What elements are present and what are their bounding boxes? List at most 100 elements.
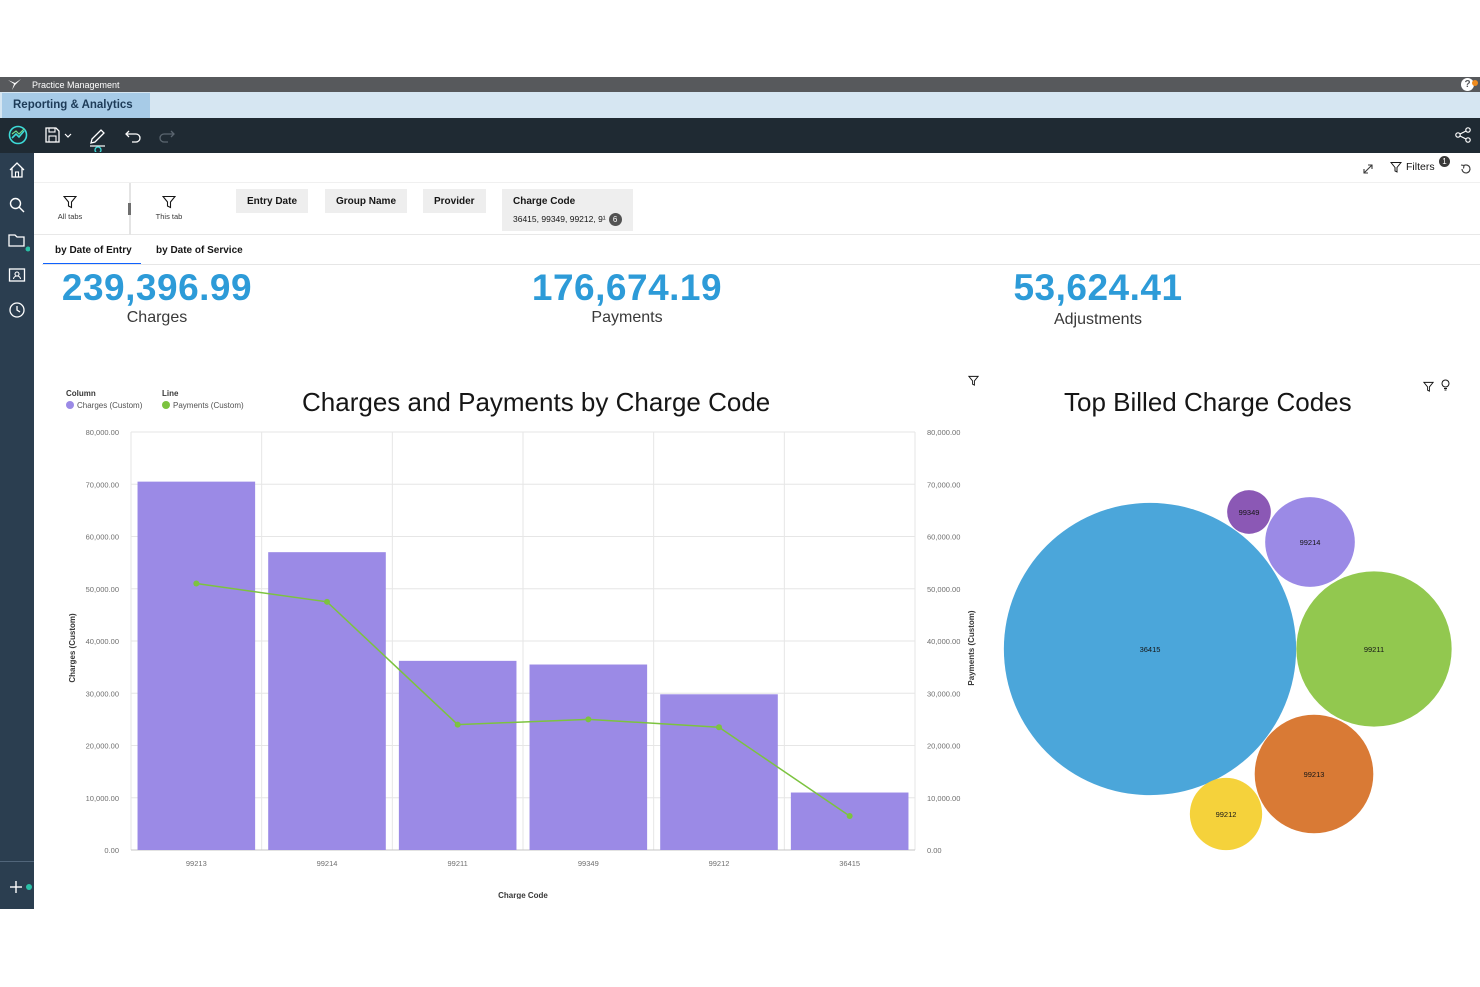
filter-chip-count-badge: 6 — [608, 213, 622, 226]
x-tick-label: 99213 — [186, 859, 207, 868]
team-content-icon[interactable] — [8, 266, 26, 284]
line-point-99213[interactable] — [193, 580, 200, 587]
bar-36415[interactable] — [790, 792, 909, 850]
home-icon[interactable] — [8, 161, 26, 179]
tab-underline — [42, 264, 1480, 265]
filter-chip-provider[interactable]: Provider — [423, 189, 486, 213]
bar-99212[interactable] — [660, 694, 778, 850]
y2-tick-label: 50,000.00 — [927, 585, 960, 594]
redo-icon[interactable] — [158, 126, 176, 146]
y2-tick-label: 20,000.00 — [927, 742, 960, 751]
app-logo-icon — [8, 78, 21, 90]
x-tick-label: 99211 — [448, 859, 468, 868]
app-tab-reporting[interactable]: Reporting & Analytics — [2, 93, 150, 118]
tab-by-date-of-service[interactable]: by Date of Service — [156, 245, 243, 256]
chart-filter-icon[interactable] — [967, 373, 980, 391]
reset-icon[interactable] — [1459, 162, 1473, 181]
y-tick-label: 70,000.00 — [86, 480, 119, 489]
legend-column-label[interactable]: Charges (Custom) — [77, 401, 143, 410]
filter-chip-group-name[interactable]: Group Name — [325, 189, 408, 213]
y-tick-label: 50,000.00 — [86, 585, 119, 594]
bar-99349[interactable] — [529, 664, 648, 850]
bubble-filter-icon[interactable] — [1422, 379, 1435, 397]
kpi-adjustments: 53,624.41 Adjustments — [972, 267, 1224, 329]
recent-clock-icon[interactable] — [8, 301, 26, 319]
bubble-36415[interactable] — [1003, 502, 1297, 796]
bubble-label-99213: 99213 — [1304, 770, 1325, 779]
filter-chip-value-text: 36415, 99349, 99212, 9¹ — [513, 213, 606, 224]
filter-divider-handle[interactable] — [128, 203, 131, 215]
dashboard-canvas: Filters 1 All tabs This tab Entry Date G… — [34, 153, 1480, 909]
line-point-99214[interactable] — [324, 598, 330, 605]
analytics-logo-icon[interactable] — [8, 125, 28, 145]
combo-chart-title: Charges and Payments by Charge Code — [302, 387, 771, 417]
bubble-99211[interactable] — [1296, 571, 1452, 727]
bubble-chart-title: Top Billed Charge Codes — [1064, 387, 1352, 417]
left-nav-rail — [0, 153, 34, 909]
x-tick-label: 99212 — [709, 859, 730, 868]
legend-line-label[interactable]: Payments (Custom) — [173, 401, 244, 410]
kpi-adjustments-value: 53,624.41 — [1013, 267, 1183, 308]
y-tick-label: 30,000.00 — [86, 689, 119, 698]
line-point-99349[interactable] — [585, 716, 592, 723]
y-tick-label: 80,000.00 — [86, 428, 119, 437]
y2-tick-label: 40,000.00 — [927, 637, 960, 646]
kpi-payments-value: 176,674.19 — [531, 267, 723, 308]
payments-line[interactable] — [196, 582, 851, 817]
line-point-99211[interactable] — [454, 721, 461, 728]
save-icon[interactable] — [44, 126, 74, 146]
this-tab-label: This tab — [155, 212, 183, 221]
combo-chart-svg: Column Charges (Custom) Line Payments (C… — [66, 389, 976, 899]
bubble-label-99349: 99349 — [1239, 508, 1260, 517]
edit-pencil-icon[interactable] — [89, 126, 107, 152]
dashboard-header: Filters 1 — [34, 153, 1480, 183]
x-tick-label: 99349 — [578, 859, 599, 868]
insight-bulb-icon[interactable] — [1440, 378, 1451, 396]
line-point-36415[interactable] — [846, 813, 853, 820]
bubble-99213[interactable] — [1254, 714, 1374, 834]
kpi-charges: 239,396.99 Charges — [34, 267, 280, 327]
bar-99214[interactable] — [268, 552, 386, 850]
kpi-payments-label: Payments — [591, 309, 663, 326]
bubble-chart-widget: Top Billed Charge Codes 36415 99211 99213 9… — [994, 369, 1480, 899]
folder-icon[interactable] — [8, 231, 31, 252]
bubble-99214[interactable] — [1265, 497, 1355, 587]
x-tick-label: 99214 — [317, 859, 338, 868]
bar-99211[interactable] — [398, 660, 517, 850]
bubble-label-99211: 99211 — [1364, 645, 1384, 654]
all-tabs-label: All tabs — [57, 212, 83, 221]
kpi-charges-value: 239,396.99 — [61, 267, 253, 308]
bar-99213[interactable] — [137, 481, 256, 850]
y2-axis-label: Payments (Custom) — [967, 610, 976, 685]
y-tick-label: 20,000.00 — [86, 742, 119, 751]
filter-icon — [1390, 162, 1402, 173]
search-icon[interactable] — [8, 196, 26, 214]
y-tick-label: 60,000.00 — [86, 533, 119, 542]
share-icon[interactable] — [1454, 126, 1472, 146]
y-tick-label: 40,000.00 — [86, 637, 119, 646]
undo-icon[interactable] — [124, 126, 142, 146]
line-point-99212[interactable] — [716, 724, 722, 731]
expand-icon[interactable] — [1361, 162, 1375, 181]
bubble-label-99212: 99212 — [1216, 810, 1237, 819]
filter-chip-charge-code[interactable]: Charge Code 36415, 99349, 99212, 9¹ 6 — [502, 189, 633, 231]
filter-chip-label: Charge Code — [513, 196, 576, 207]
title-bar: Practice Management ? — [0, 77, 1480, 92]
new-plus-icon[interactable] — [8, 878, 32, 896]
y-tick-label: 10,000.00 — [86, 794, 119, 803]
this-tab-filter-scope[interactable]: This tab — [139, 195, 199, 221]
all-tabs-filter-scope[interactable]: All tabs — [40, 195, 100, 221]
bubble-99349[interactable] — [1227, 490, 1271, 534]
filters-button[interactable]: Filters — [1390, 161, 1435, 173]
tab-by-date-of-entry[interactable]: by Date of Entry — [43, 241, 141, 265]
filter-chip-entry-date[interactable]: Entry Date — [236, 189, 309, 213]
legend-column-title: Column — [66, 389, 96, 398]
app-tab-strip: Reporting & Analytics — [0, 92, 1480, 118]
x-axis-label: Charge Code — [498, 891, 548, 899]
help-icon[interactable]: ? — [1461, 78, 1474, 91]
bubble-99212[interactable] — [1189, 777, 1263, 851]
notification-dot — [1472, 80, 1478, 86]
kpi-charges-label: Charges — [126, 309, 188, 326]
bubble-label-36415: 36415 — [1140, 645, 1161, 654]
y2-tick-label: 60,000.00 — [927, 533, 960, 542]
